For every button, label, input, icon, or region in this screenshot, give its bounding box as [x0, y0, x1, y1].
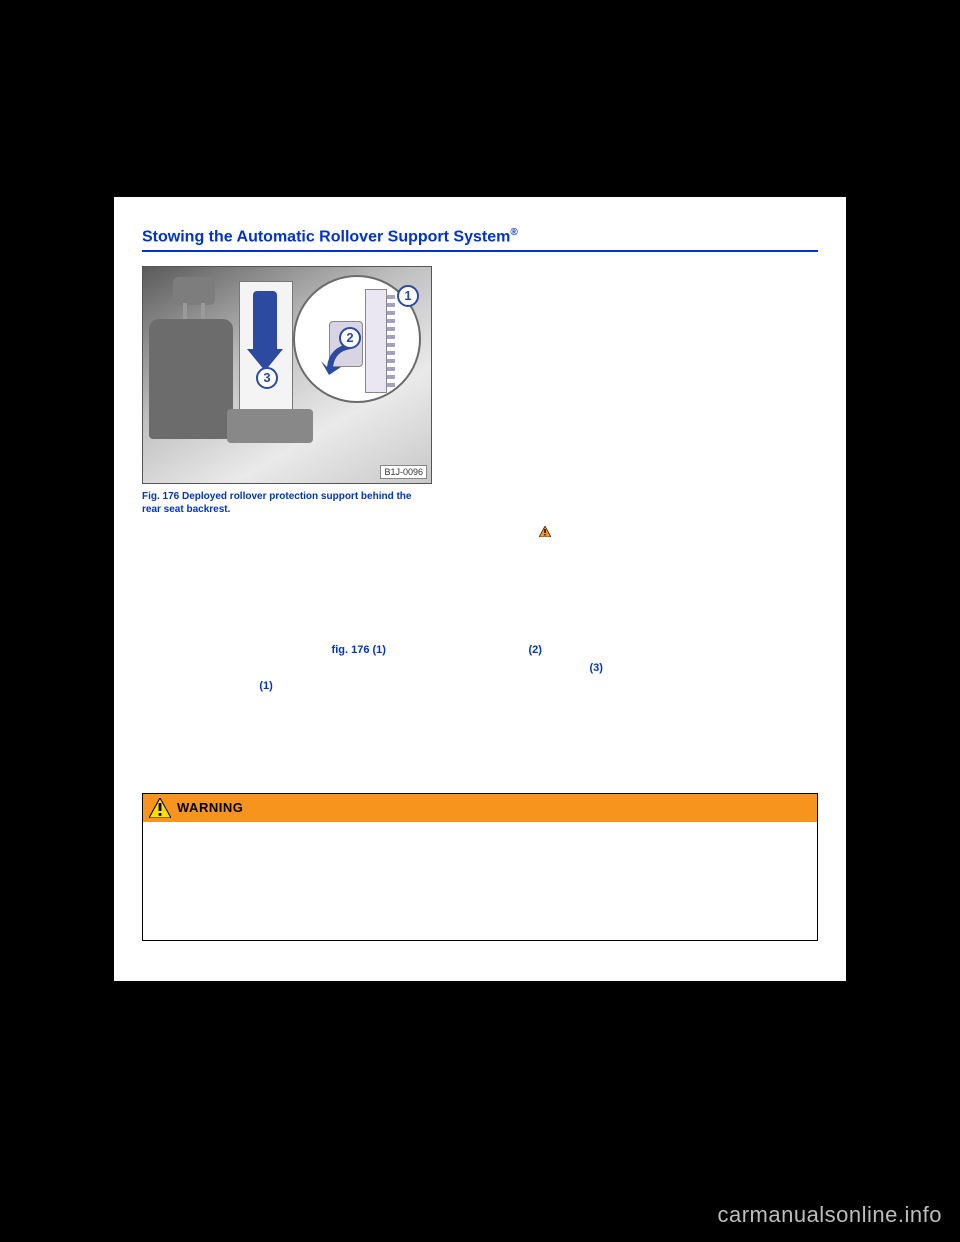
arrow-down-body [253, 291, 277, 351]
warning-text: If the rollover protection supports were… [167, 846, 807, 878]
intro-text: Please first read and note the introduct… [142, 529, 534, 541]
detail-bar [365, 289, 387, 393]
figure-ref: fig. 176 (1) [332, 644, 386, 656]
step-text: Close the protective casing. The protect… [156, 715, 503, 731]
figure-code: B1J-0096 [380, 465, 427, 479]
callout-ref: (2) [528, 644, 541, 656]
title-underline [142, 250, 818, 252]
manual-page: Stowing the Automatic Rollover Support S… [114, 197, 846, 981]
text-fragment: . [606, 662, 609, 674]
warning-intro: Improper stowing of the rollover protect… [153, 830, 807, 846]
warning-bullet-3: • When stowing the rollover protection s… [153, 898, 807, 930]
step-text: Press and hold the release down ⇒ fig. 1… [156, 643, 548, 659]
title-text: Stowing the Automatic Rollover Support S… [142, 228, 510, 245]
step-text: Check that the rollover protection suppo… [156, 697, 461, 713]
callout-ref: (3) [590, 662, 603, 674]
text-fragment: Let go of the release [156, 680, 259, 692]
bullet: • [142, 697, 156, 713]
step-5: • Close the protective casing. The prote… [142, 715, 818, 731]
text-fragment: Press and hold the release down ⇒ [156, 644, 332, 656]
bullet: • [142, 679, 156, 695]
seat-backrest [149, 319, 233, 439]
text-fragment: . [276, 680, 279, 692]
warning-box: WARNING Improper stowing of the rollover… [142, 793, 818, 941]
bullet: • [142, 643, 156, 659]
detail-teeth [387, 295, 395, 391]
steps-intro: Carry out the following steps to stow ea… [142, 621, 818, 637]
warning-body: Improper stowing of the rollover protect… [143, 822, 817, 940]
bullet: • [153, 880, 167, 896]
registered-mark: ® [510, 227, 517, 238]
watermark: carmanualsonline.info [717, 1202, 942, 1228]
callout-ref: (1) [259, 680, 272, 692]
paragraph-2: Stow the Automatic Rollover Support Syst… [142, 596, 818, 612]
warning-bullet-1: • If the rollover protection supports we… [153, 846, 807, 878]
warning-text: Never stow the rollover protection suppo… [167, 880, 443, 896]
figure-176: 1 2 3 B1J-0096 [142, 266, 432, 484]
warning-text: When stowing the rollover protection sup… [167, 898, 807, 930]
text-fragment: Push the rollover protection support dow… [156, 662, 590, 674]
warning-header: WARNING [143, 794, 817, 822]
bullet: • [142, 733, 156, 749]
intro-line: Please first read and note the introduct… [142, 526, 818, 543]
step-4: • Check that the rollover protection sup… [142, 697, 818, 713]
step-1: • Press and hold the release down ⇒ fig.… [142, 643, 818, 659]
bullet: • [142, 715, 156, 731]
support-base [227, 409, 313, 443]
bullet: • [142, 661, 156, 677]
step-text: Repeat these steps with the other rollov… [156, 733, 453, 749]
step-text: Let go of the release (1) . [156, 679, 279, 695]
step-2: • Push the rollover protection support d… [142, 661, 818, 677]
step-3: • Let go of the release (1) . [142, 679, 818, 695]
headrest-shape [173, 277, 215, 305]
bullet: • [153, 898, 167, 930]
warning-bullet-2: • Never stow the rollover protection sup… [153, 880, 807, 896]
figure-block: 1 2 3 B1J-0096 Fig. 176 Deployed rollove… [142, 266, 432, 516]
post-paragraph: Have the system immediately checked by a… [142, 759, 818, 775]
section-title: Stowing the Automatic Rollover Support S… [142, 227, 818, 246]
text-fragment: while pulling the support out [389, 644, 528, 656]
text-fragment: . [545, 644, 548, 656]
bullet: • [153, 846, 167, 878]
paragraph-1: Once the rollover protection supports ha… [142, 554, 818, 586]
headrest-post [201, 303, 205, 319]
step-6: • Repeat these steps with the other roll… [142, 733, 818, 749]
headrest-post [183, 303, 187, 319]
warning-triangle-icon [149, 798, 171, 818]
warning-triangle-icon [539, 526, 551, 543]
warning-label: WARNING [177, 800, 243, 815]
figure-caption: Fig. 176 Deployed rollover protection su… [142, 490, 432, 516]
step-list: • Press and hold the release down ⇒ fig.… [142, 643, 818, 749]
step-text: Push the rollover protection support dow… [156, 661, 609, 677]
